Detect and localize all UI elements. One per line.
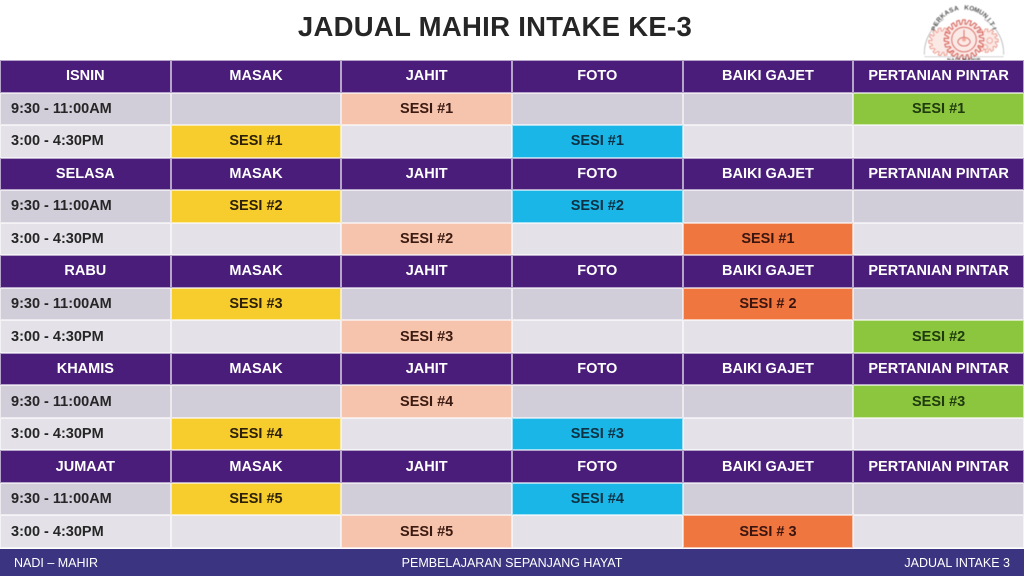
svg-text:A: A — [953, 5, 960, 13]
